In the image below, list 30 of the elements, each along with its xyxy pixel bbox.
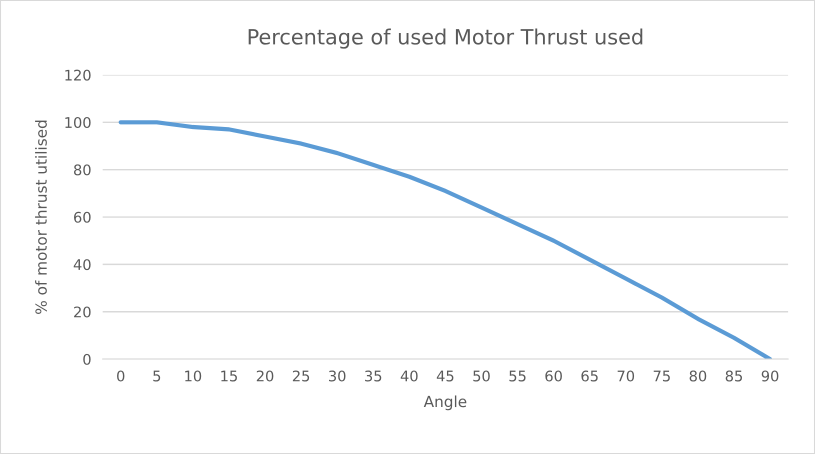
- x-tick-label: 80: [690, 370, 706, 382]
- x-tick-label: 45: [436, 370, 454, 382]
- line-series: [118, 120, 772, 360]
- x-tick-label: 70: [618, 370, 634, 382]
- x-axis-title: Angle: [424, 395, 466, 410]
- x-tick-label: 55: [509, 370, 526, 382]
- x-tick-label: 50: [473, 370, 490, 382]
- x-tick-label: 10: [185, 370, 202, 382]
- x-tick-label: 60: [545, 370, 562, 382]
- y-tick-label: 60: [74, 212, 91, 223]
- x-tick-label: 5: [153, 370, 160, 382]
- y-axis-title: % of motor thrust utilised: [35, 120, 47, 314]
- y-tick-label: 80: [74, 164, 91, 176]
- x-tick-label: 65: [581, 370, 598, 382]
- x-tick-label: 15: [221, 370, 237, 382]
- x-tick-label: 30: [329, 370, 346, 382]
- y-tick-label: 100: [65, 116, 91, 128]
- x-tick-label: 85: [726, 370, 742, 382]
- chart-title: Percentage of used Motor Thrust used: [248, 28, 642, 49]
- x-tick-label: 90: [762, 370, 778, 382]
- x-tick-label: 0: [117, 370, 124, 382]
- x-tick-label: 20: [256, 370, 274, 382]
- y-tick-label: 0: [83, 354, 91, 365]
- y-tick-label: 20: [74, 306, 91, 318]
- x-tick-label: 35: [365, 370, 382, 382]
- x-tick-label: 75: [654, 370, 670, 382]
- y-tick-label: 40: [74, 259, 91, 270]
- x-tick-label: 40: [400, 370, 418, 382]
- y-tick-label: 120: [65, 70, 91, 81]
- x-tick-label: 25: [292, 370, 310, 382]
